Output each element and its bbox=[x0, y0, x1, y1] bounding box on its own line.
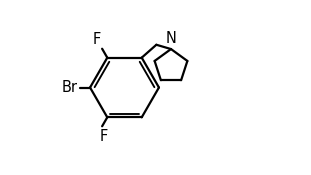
Text: F: F bbox=[92, 32, 100, 47]
Text: F: F bbox=[100, 129, 108, 144]
Text: Br: Br bbox=[62, 80, 78, 95]
Text: N: N bbox=[165, 32, 176, 47]
